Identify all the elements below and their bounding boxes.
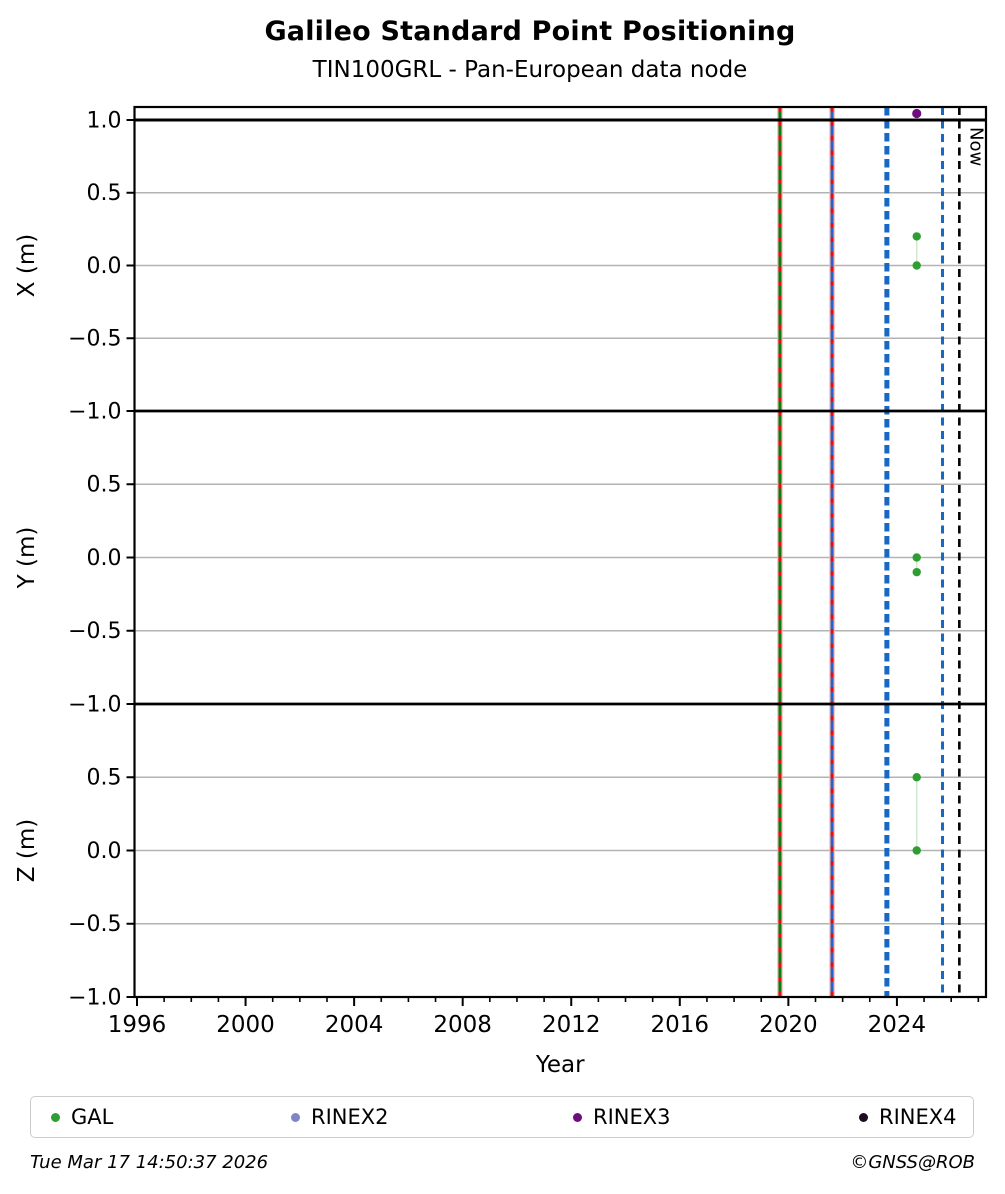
timestamp: Tue Mar 17 14:50:37 2026 [30,1152,269,1173]
data-point-gal [912,232,921,241]
x-tick-label: 2012 [542,1012,601,1038]
chart-subtitle: TIN100GRL - Pan-European data node [312,57,748,83]
y-axis-title: Z (m) [14,819,40,882]
legend-label-gal: GAL [71,1105,114,1129]
legend-item-rinex3: RINEX3 [573,1097,671,1137]
data-point-gal [912,773,921,782]
legend-item-gal: GAL [51,1097,113,1137]
y-tick-label: 0.0 [87,839,122,864]
data-point-gal [912,846,921,855]
x-tick-label: 2008 [433,1012,492,1038]
rinex3-marker-icon [573,1112,582,1122]
y-tick-label: −1.0 [68,692,121,717]
y-tick-label: −0.5 [68,327,121,352]
y-tick-label: −0.5 [68,619,121,644]
legend: GAL RINEX2 RINEX3 RINEX4 [30,1096,974,1138]
x-tick-label: 1996 [108,1012,167,1038]
legend-item-rinex2: RINEX2 [291,1097,389,1137]
plot-border [133,105,988,999]
y-tick-label: 0.5 [87,473,122,498]
data-point-gal [912,261,921,270]
legend-label-rinex2: RINEX2 [311,1105,389,1129]
y-axis-title: Y (m) [14,527,40,590]
credit: ©GNSS@ROB [850,1152,975,1173]
y-tick-label: 0.0 [87,254,122,279]
data-point-gal [912,567,921,577]
filetype-marker-rinex3 [912,108,922,119]
data-point-gal [912,553,921,562]
x-tick-label: 2004 [325,1012,384,1038]
rinex4-marker-icon [859,1112,868,1122]
legend-item-rinex4: RINEX4 [859,1097,957,1137]
now-label: Now [965,127,986,166]
y-axis-title: X (m) [14,234,40,297]
chart-title: Galileo Standard Point Positioning [264,16,796,47]
y-tick-label: 1.0 [87,108,122,133]
x-tick-label: 2024 [868,1012,927,1038]
legend-label-rinex3: RINEX3 [593,1105,671,1129]
gal-marker-icon [51,1112,60,1122]
y-tick-label: −1.0 [68,985,121,1010]
rinex2-marker-icon [291,1112,300,1122]
y-tick-label: 0.0 [87,546,122,571]
x-tick-label: 2000 [216,1012,275,1038]
y-tick-label: 0.5 [87,181,122,206]
y-tick-label: −1.0 [68,399,121,424]
legend-label-rinex4: RINEX4 [879,1105,957,1129]
y-tick-label: −0.5 [68,912,121,937]
x-tick-label: 2020 [759,1012,818,1038]
x-tick-label: 2016 [651,1012,710,1038]
x-axis-title: Year [535,1052,585,1078]
y-tick-label: 0.5 [87,766,122,791]
